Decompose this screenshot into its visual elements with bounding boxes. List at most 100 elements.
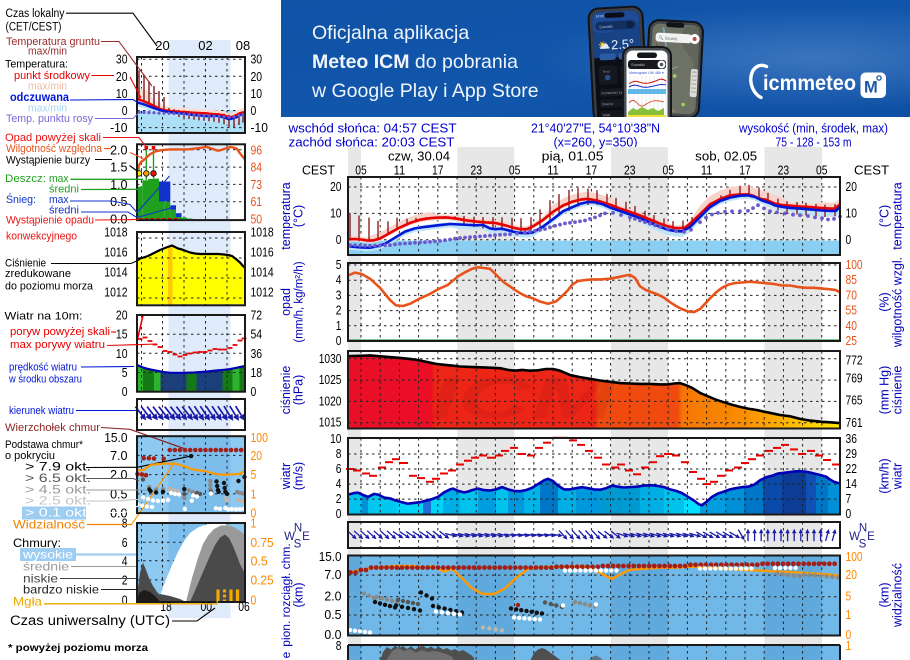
svg-text:(km/h): (km/h) [878,458,892,493]
svg-text:Suwałki: Suwałki [631,62,645,67]
svg-text:Oficjalna aplikacja: Oficjalna aplikacja [312,22,469,44]
svg-text:(%): (%) [878,292,892,311]
svg-text:Meteo ICM do pobrania: Meteo ICM do pobrania [312,51,518,73]
svg-text:0: 0 [251,593,257,607]
svg-text:0.0: 0.0 [110,507,127,521]
svg-text:w Google Play i App Store: w Google Play i App Store [311,80,539,102]
svg-text:05: 05 [816,164,828,178]
svg-text:20: 20 [251,70,263,84]
svg-text:(°C): (°C) [878,205,892,227]
svg-text:22: 22 [846,462,857,476]
svg-text:Czas lokalny: Czas lokalny [6,8,65,20]
svg-text:61: 61 [251,195,263,209]
svg-text:(km): (km) [878,583,892,608]
svg-text:15: 15 [116,328,128,342]
svg-text:N: N [859,523,867,535]
svg-text:72: 72 [251,309,263,323]
svg-text:Widzialność: Widzialność [13,518,85,532]
svg-text:11: 11 [394,164,406,178]
svg-text:wysokie: wysokie [22,548,74,562]
svg-text:(°C): (°C) [291,205,305,227]
svg-text:max: max [49,194,69,206]
svg-text:1.5: 1.5 [110,161,127,175]
svg-text:Deszcz:: Deszcz: [5,173,46,185]
svg-text:2: 2 [336,492,342,506]
svg-text:0: 0 [122,104,128,118]
svg-text:Suwałki: Suwałki [599,24,613,30]
svg-text:8: 8 [122,517,128,531]
svg-text:06: 06 [238,600,250,614]
svg-text:7.0: 7.0 [110,449,127,463]
svg-text:30: 30 [251,53,263,67]
svg-text:(m/s): (m/s) [291,462,305,490]
svg-text:E: E [867,531,875,543]
svg-text:23: 23 [624,164,636,178]
svg-text:pion. rozciągł. chm.: pion. rozciągł. chm. [279,543,293,646]
svg-text:widzialność: widzialność [891,563,905,628]
svg-text:14:06: 14:06 [595,14,604,18]
svg-text:11: 11 [701,164,713,178]
svg-text:wilgotność wzgl.: wilgotność wzgl. [891,257,905,348]
svg-text:772: 772 [846,354,863,368]
svg-text:Śnieg:: Śnieg: [6,193,36,206]
svg-text:Wilgotność względna: Wilgotność względna [6,143,103,155]
svg-text:05: 05 [509,164,521,178]
svg-text:0: 0 [336,233,342,247]
svg-text:Komentarz synoptyka: Komentarz synoptyka [601,90,634,96]
svg-text:1020: 1020 [319,394,342,408]
svg-text:S: S [294,539,302,551]
svg-text:temperatura: temperatura [891,182,905,249]
svg-text:54: 54 [251,328,263,342]
svg-text:0: 0 [846,233,852,247]
svg-text:w środku obszaru: w środku obszaru [8,374,82,386]
svg-text:20: 20 [116,309,128,323]
svg-text:10: 10 [116,347,128,361]
svg-text:96: 96 [251,143,263,157]
svg-text:20: 20 [330,180,341,194]
svg-text:Deszcz: Deszcz [602,102,614,107]
svg-text:2.0: 2.0 [110,143,127,157]
svg-text:M: M [864,79,878,97]
svg-text:(hPa): (hPa) [291,375,305,406]
svg-text:1: 1 [251,517,257,531]
svg-text:temperatura: temperatura [279,182,293,249]
svg-text:W: W [849,531,860,543]
svg-text:48h ▾: 48h ▾ [655,71,664,75]
svg-text:Wiatr: Wiatr [603,113,612,117]
svg-text:5: 5 [846,590,852,604]
svg-text:opad: opad [279,288,293,316]
svg-text:ciśnienie: ciśnienie [279,366,293,415]
svg-text:50: 50 [251,213,263,227]
svg-text:20: 20 [846,180,857,194]
svg-text:100: 100 [251,431,268,445]
svg-text:0: 0 [251,104,257,118]
svg-text:Podstawa chmur*: Podstawa chmur* [5,439,84,451]
svg-text:1030: 1030 [319,352,342,366]
svg-text:Ciśnienie: Ciśnienie [5,258,46,270]
svg-text:0: 0 [846,628,852,642]
svg-text:18: 18 [160,600,172,614]
svg-text:05: 05 [662,164,674,178]
svg-text:kierunek wiatru: kierunek wiatru [9,405,74,417]
svg-text:bardzo niskie: bardzo niskie [23,583,99,597]
svg-text:CEST: CEST [302,164,335,178]
svg-text:wschód słońca: 04:57 CEST: wschód słońca: 04:57 CEST [287,121,456,136]
svg-text:Wiatr na 10m:: Wiatr na 10m: [5,311,83,323]
svg-text:73: 73 [251,178,263,192]
svg-text:2: 2 [336,304,342,318]
svg-text:55: 55 [846,304,857,318]
svg-text:Wierzchołek chmur: Wierzchołek chmur [5,422,100,434]
svg-text:max porywy wiatru: max porywy wiatru [10,339,105,351]
svg-text:wiatr: wiatr [279,463,293,490]
svg-text:Temperatura gruntu: Temperatura gruntu [6,36,100,48]
svg-text:Czas uniwersalny (UTC): Czas uniwersalny (UTC) [10,613,170,628]
svg-text:10: 10 [330,432,341,446]
svg-text:S: S [859,539,867,551]
svg-text:4: 4 [336,477,342,491]
svg-text:1018: 1018 [104,226,127,240]
svg-text:poryw powyżej skali: poryw powyżej skali [10,326,110,338]
svg-text:Opad powyżej skali: Opad powyżej skali [5,132,101,144]
svg-text:10: 10 [330,206,341,220]
svg-text:1015: 1015 [319,416,342,430]
svg-text:-10: -10 [251,121,268,135]
